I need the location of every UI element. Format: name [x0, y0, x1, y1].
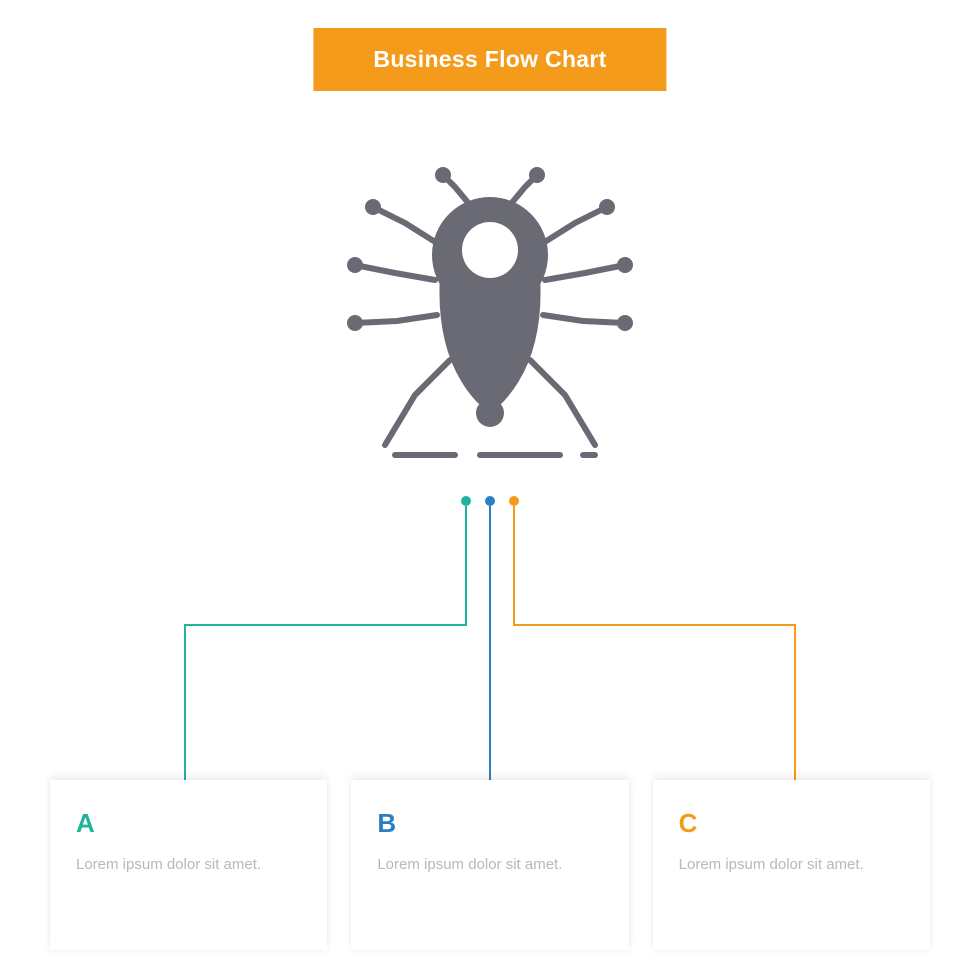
flow-connectors — [0, 495, 980, 805]
card-letter: C — [679, 808, 904, 839]
header-title: Business Flow Chart — [373, 46, 606, 72]
card-body: Lorem ipsum dolor sit amet. — [76, 853, 301, 876]
card-body: Lorem ipsum dolor sit amet. — [679, 853, 904, 876]
bug-spider-icon — [325, 145, 655, 475]
card-body: Lorem ipsum dolor sit amet. — [377, 853, 602, 876]
header-banner: Business Flow Chart — [313, 28, 666, 91]
card-letter: A — [76, 808, 301, 839]
card-c: C Lorem ipsum dolor sit amet. — [653, 780, 930, 950]
card-letter: B — [377, 808, 602, 839]
card-row: A Lorem ipsum dolor sit amet. B Lorem ip… — [0, 780, 980, 950]
card-a: A Lorem ipsum dolor sit amet. — [50, 780, 327, 950]
card-b: B Lorem ipsum dolor sit amet. — [351, 780, 628, 950]
